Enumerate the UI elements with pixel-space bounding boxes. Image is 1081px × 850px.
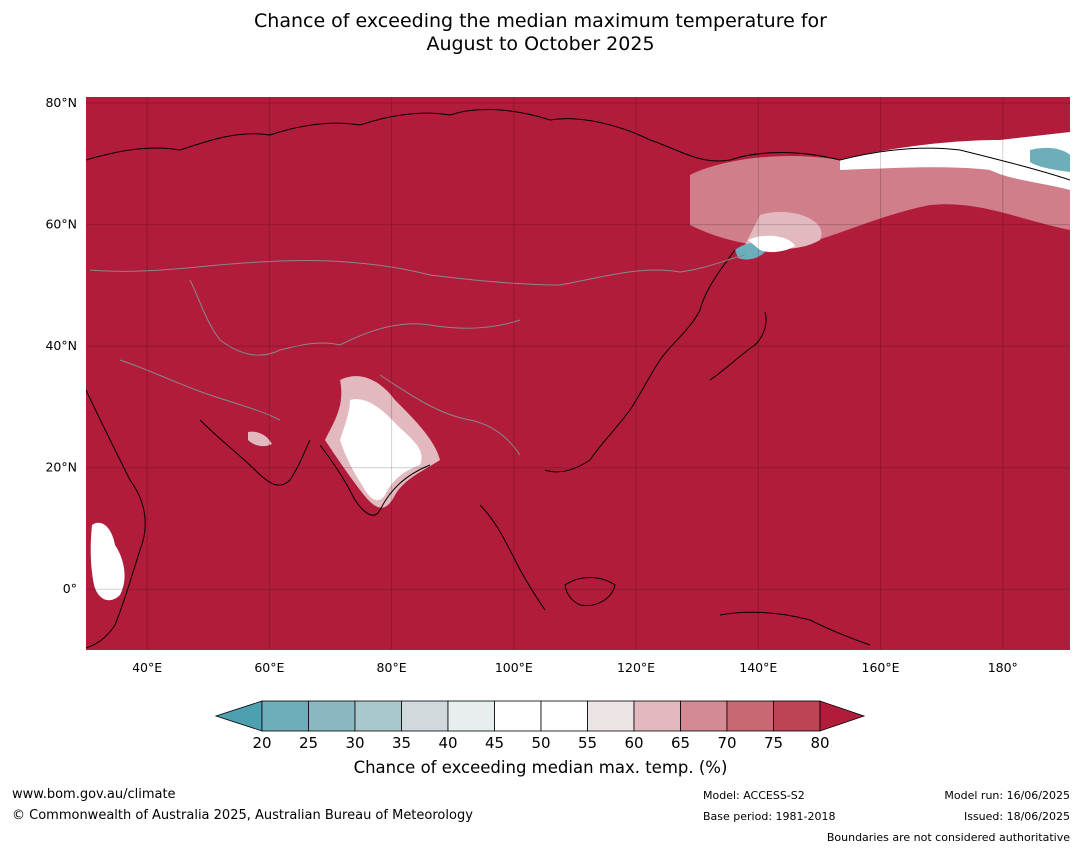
colorbar-swatch <box>540 700 588 732</box>
border-china-west <box>339 319 521 346</box>
colorbar-tick-label: 30 <box>345 734 364 752</box>
border-himalaya <box>379 374 521 456</box>
colorbar-tick-label: 35 <box>392 734 411 752</box>
coastline-southeast-asia <box>479 504 546 611</box>
lat-tick-label: 60°N <box>45 217 77 232</box>
border-middle-east <box>119 359 281 421</box>
colorbar-tick-label: 40 <box>438 734 457 752</box>
lon-tick-label: 60°E <box>254 660 284 675</box>
lat-tick-label: 0° <box>63 581 77 596</box>
colorbar-title: Chance of exceeding median max. temp. (%… <box>353 758 728 777</box>
footer-base-period: Base period: 1981-2018 <box>703 810 836 823</box>
region-chukotka-blue <box>1030 147 1070 172</box>
coastline-africa <box>86 389 146 649</box>
region-india-white <box>340 399 422 501</box>
colorbar-tick-label: 80 <box>810 734 829 752</box>
latitude-labels: 80°N 60°N 40°N 20°N 0° <box>45 95 77 596</box>
colorbar-tick-label: 65 <box>671 734 690 752</box>
footer-copyright: © Commonwealth of Australia 2025, Austra… <box>12 808 473 823</box>
region-amur-white <box>748 235 795 253</box>
colorbar-tick-labels: 20 25 30 35 40 45 50 55 60 65 70 75 80 <box>252 734 829 752</box>
colorbar-tick-label: 20 <box>252 734 271 752</box>
lat-tick-label: 20°N <box>45 460 77 475</box>
colorbar-under-arrow <box>214 700 263 732</box>
border-russia-south <box>89 254 746 286</box>
map-gridlines <box>86 97 1070 650</box>
colorbar-swatch <box>726 700 774 732</box>
chart-title: Chance of exceeding the median maximum t… <box>0 10 1081 56</box>
lat-tick-label: 80°N <box>45 95 77 110</box>
longitude-labels: 40°E 60°E 80°E 100°E 120°E 140°E 160°E 180° <box>132 660 1018 675</box>
lat-tick-label: 40°N <box>45 338 77 353</box>
colorbar-swatches <box>214 700 866 732</box>
colorbar-tick-label: 75 <box>764 734 783 752</box>
footer-model-run: Model run: 16/06/2025 <box>944 789 1070 802</box>
coastline-new-guinea <box>719 611 871 646</box>
lon-tick-label: 180° <box>988 660 1018 675</box>
lon-tick-label: 80°E <box>377 660 407 675</box>
colorbar-swatch <box>308 700 356 732</box>
coastline-japan <box>709 311 767 381</box>
lon-tick-label: 140°E <box>739 660 777 675</box>
colorbar-swatch <box>680 700 728 732</box>
colorbar-swatch <box>587 700 635 732</box>
colorbar-tick-label: 55 <box>578 734 597 752</box>
colorbar: 20 25 30 35 40 45 50 55 60 65 70 75 80 <box>214 700 866 752</box>
footer-website: www.bom.gov.au/climate <box>12 787 176 802</box>
colorbar-tick-label: 60 <box>624 734 643 752</box>
coastline-borneo <box>564 577 616 607</box>
footer-model: Model: ACCESS-S2 <box>703 789 805 802</box>
coastline-east-asia <box>544 249 736 473</box>
region-africa-white <box>90 522 125 601</box>
lon-tick-label: 100°E <box>495 660 533 675</box>
map-features <box>86 97 1070 650</box>
lon-tick-label: 40°E <box>132 660 162 675</box>
colorbar-swatch <box>773 700 821 732</box>
colorbar-swatch <box>447 700 495 732</box>
map: 40°E 60°E 80°E 100°E 120°E 140°E 160°E 180° 80°… <box>45 95 1070 675</box>
colorbar-tick-label: 25 <box>299 734 318 752</box>
coastlines <box>86 109 1070 649</box>
border-central-asia <box>189 279 341 356</box>
colorbar-tick-label: 45 <box>485 734 504 752</box>
footer-disclaimer: Boundaries are not considered authoritat… <box>826 831 1070 844</box>
lon-tick-label: 120°E <box>617 660 655 675</box>
coastline-india <box>319 444 431 516</box>
colorbar-over-arrow <box>819 700 866 732</box>
colorbar-swatch <box>494 700 542 732</box>
coastline-north <box>86 109 1070 181</box>
lon-tick-label: 160°E <box>862 660 900 675</box>
country-borders <box>89 254 746 456</box>
coastline-arabia <box>199 419 311 486</box>
footer-issued: Issued: 18/06/2025 <box>963 810 1070 823</box>
colorbar-swatch <box>261 700 309 732</box>
colorbar-tick-label: 70 <box>717 734 736 752</box>
region-chukotka-white <box>840 132 1070 190</box>
title-line-2: August to October 2025 <box>426 33 655 55</box>
colorbar-tick-label: 50 <box>531 734 550 752</box>
title-line-1: Chance of exceeding the median maximum t… <box>254 10 827 32</box>
colorbar-swatch <box>401 700 449 732</box>
region-arabia-light <box>248 431 272 447</box>
colorbar-swatch <box>633 700 681 732</box>
colorbar-swatch <box>354 700 402 732</box>
